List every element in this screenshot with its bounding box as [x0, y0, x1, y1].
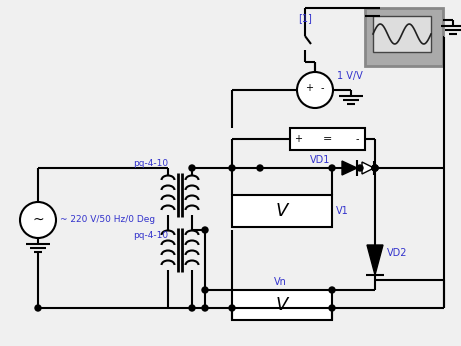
Polygon shape — [362, 162, 374, 174]
Circle shape — [35, 305, 41, 311]
Bar — [232, 195, 332, 227]
Text: [1]: [1] — [298, 13, 312, 23]
Text: V: V — [276, 296, 288, 314]
Text: pq-4-10: pq-4-10 — [133, 230, 168, 239]
Circle shape — [202, 287, 208, 293]
Bar — [365, 8, 443, 66]
Polygon shape — [342, 161, 357, 175]
Polygon shape — [367, 245, 383, 275]
Text: V1: V1 — [336, 206, 349, 216]
Circle shape — [372, 165, 378, 171]
Circle shape — [202, 227, 208, 233]
Text: -: - — [320, 83, 324, 93]
Circle shape — [189, 305, 195, 311]
Bar — [373, 16, 431, 52]
Bar — [232, 290, 332, 320]
Text: Vn: Vn — [274, 277, 287, 287]
Circle shape — [257, 165, 263, 171]
Text: 1 V/V: 1 V/V — [337, 71, 363, 81]
Text: VD1: VD1 — [310, 155, 331, 165]
Circle shape — [372, 165, 378, 171]
Circle shape — [229, 305, 235, 311]
Circle shape — [357, 165, 363, 171]
Circle shape — [202, 305, 208, 311]
Circle shape — [329, 287, 335, 293]
Text: -: - — [355, 134, 359, 144]
Text: ~: ~ — [32, 213, 44, 227]
Text: VD2: VD2 — [387, 248, 408, 258]
Text: ~ 220 V/50 Hz/0 Deg: ~ 220 V/50 Hz/0 Deg — [60, 216, 155, 225]
Text: +: + — [305, 83, 313, 93]
Circle shape — [189, 165, 195, 171]
Circle shape — [20, 202, 56, 238]
Circle shape — [329, 165, 335, 171]
Text: =: = — [323, 134, 332, 144]
Circle shape — [297, 72, 333, 108]
Circle shape — [372, 165, 378, 171]
Text: +: + — [294, 134, 302, 144]
Circle shape — [329, 305, 335, 311]
Text: V: V — [276, 202, 288, 220]
Text: pq-4-10: pq-4-10 — [133, 158, 168, 167]
Bar — [290, 128, 365, 150]
Circle shape — [229, 165, 235, 171]
